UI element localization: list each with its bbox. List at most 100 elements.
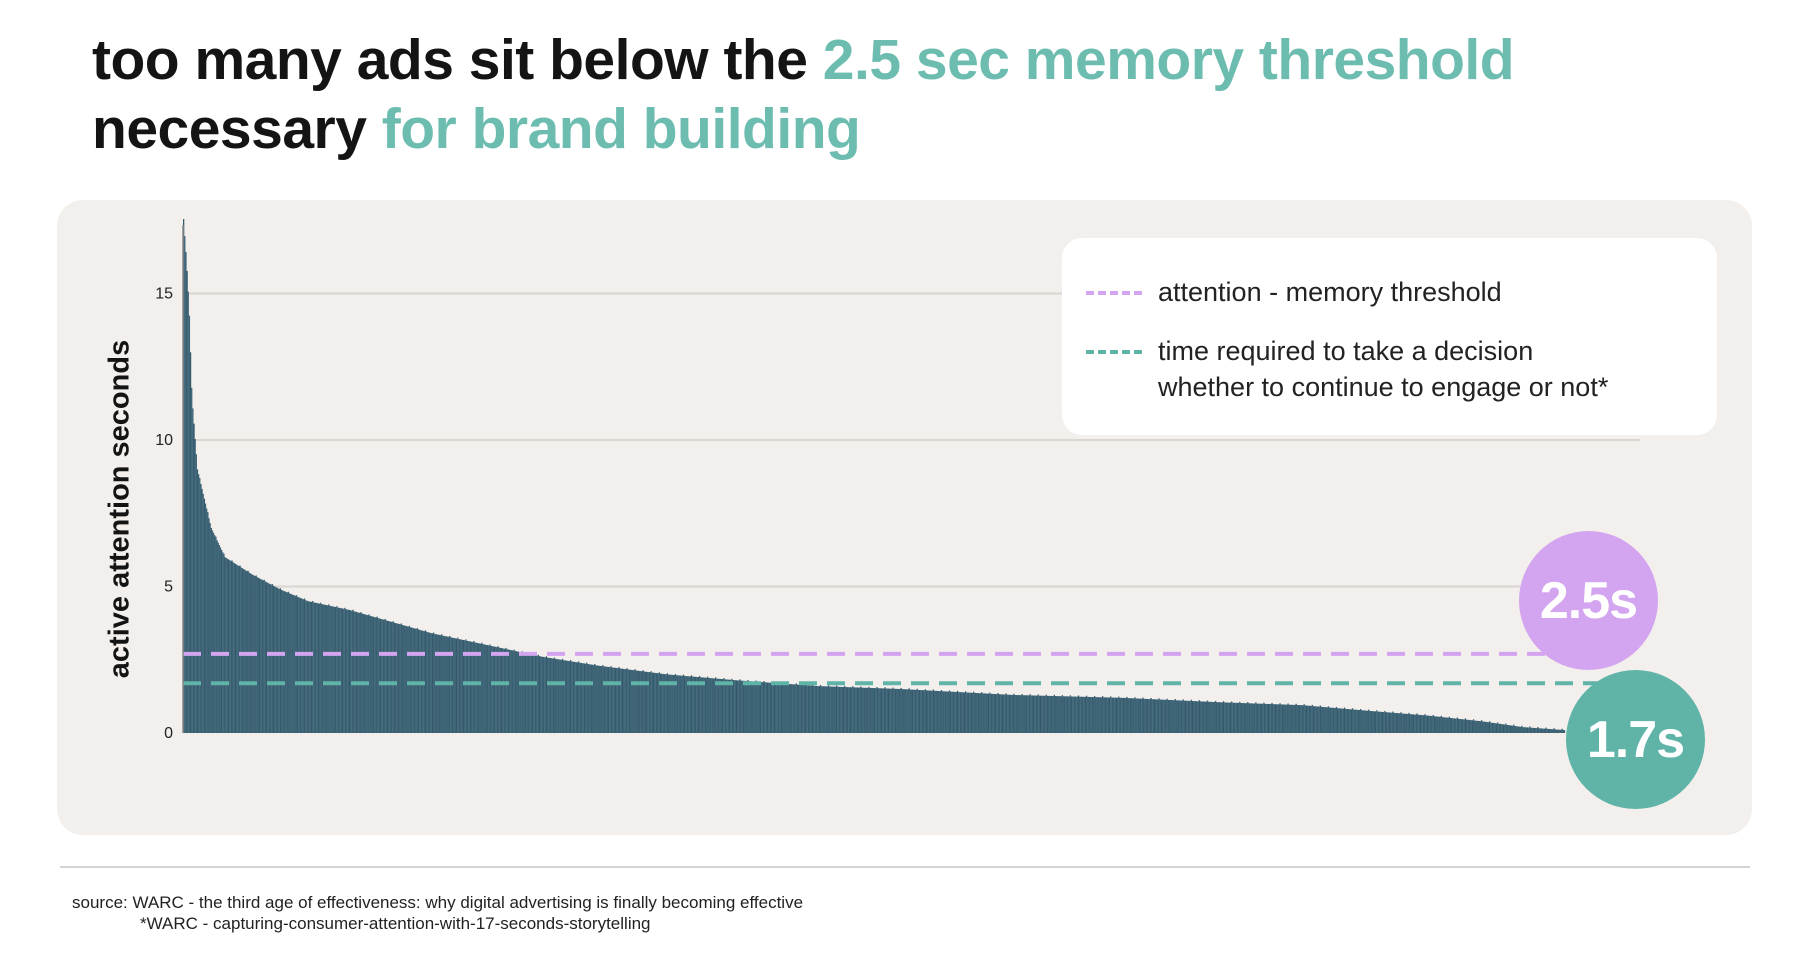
bar bbox=[591, 664, 594, 733]
bar bbox=[340, 608, 343, 733]
bar bbox=[335, 607, 337, 733]
bar bbox=[1153, 699, 1156, 733]
bar bbox=[234, 563, 237, 733]
bar bbox=[1510, 725, 1513, 733]
footer-divider bbox=[60, 866, 1750, 868]
bar bbox=[824, 686, 826, 733]
bar bbox=[1197, 701, 1199, 733]
bar bbox=[659, 673, 662, 733]
bar bbox=[734, 680, 736, 733]
bar bbox=[1103, 697, 1105, 733]
bar bbox=[882, 688, 884, 733]
bar bbox=[1097, 697, 1099, 733]
bar bbox=[926, 690, 929, 733]
bar bbox=[1459, 718, 1461, 733]
source-note: source: WARC - the third age of effectiv… bbox=[72, 892, 803, 934]
bar bbox=[1541, 728, 1544, 733]
bar bbox=[526, 653, 528, 733]
bar bbox=[1015, 695, 1017, 733]
bar bbox=[1411, 714, 1414, 733]
bar bbox=[1008, 694, 1011, 733]
bar bbox=[1538, 728, 1540, 733]
bar bbox=[1187, 700, 1189, 733]
bar bbox=[1406, 713, 1408, 733]
bar bbox=[870, 687, 872, 733]
bar bbox=[197, 474, 200, 733]
bar bbox=[1083, 696, 1085, 733]
bar bbox=[642, 670, 644, 733]
bar bbox=[512, 650, 514, 733]
bar bbox=[572, 661, 574, 733]
bar bbox=[1426, 715, 1429, 733]
bar bbox=[264, 581, 267, 733]
bar bbox=[313, 602, 315, 733]
bar bbox=[932, 689, 935, 733]
bar bbox=[261, 579, 263, 733]
bar bbox=[817, 686, 819, 733]
bar bbox=[280, 589, 283, 733]
bar bbox=[619, 668, 621, 733]
bar bbox=[901, 689, 903, 733]
bar bbox=[1259, 703, 1262, 733]
bar bbox=[1255, 702, 1257, 733]
bar bbox=[1543, 728, 1545, 733]
bar bbox=[958, 692, 960, 733]
bar bbox=[1370, 711, 1372, 733]
bar bbox=[282, 590, 284, 733]
bar bbox=[1239, 701, 1241, 733]
bar bbox=[838, 686, 840, 733]
bar bbox=[285, 591, 287, 733]
bar bbox=[1106, 697, 1108, 733]
bar bbox=[991, 693, 993, 733]
bar bbox=[770, 682, 772, 733]
bar bbox=[470, 641, 473, 733]
bar bbox=[519, 652, 521, 733]
bar bbox=[654, 672, 656, 733]
bar bbox=[1214, 700, 1217, 733]
bar bbox=[399, 624, 401, 733]
bar bbox=[1068, 696, 1070, 733]
bar bbox=[978, 693, 981, 733]
bar bbox=[652, 672, 655, 733]
bar bbox=[1047, 695, 1050, 733]
bar bbox=[803, 683, 806, 733]
bar bbox=[492, 646, 495, 733]
bar bbox=[481, 642, 483, 733]
bar bbox=[611, 667, 613, 733]
bar bbox=[291, 594, 293, 733]
bar bbox=[1429, 715, 1431, 733]
bar bbox=[1270, 704, 1272, 733]
bar bbox=[375, 617, 377, 733]
bar bbox=[1331, 707, 1333, 733]
bar bbox=[931, 690, 933, 733]
bar bbox=[811, 684, 814, 733]
bar bbox=[1480, 720, 1483, 733]
bar bbox=[389, 621, 391, 733]
bar bbox=[212, 532, 215, 733]
bar bbox=[641, 671, 643, 733]
bar bbox=[1484, 721, 1486, 733]
bar bbox=[1069, 695, 1072, 733]
bar bbox=[941, 691, 944, 733]
bar bbox=[1482, 721, 1484, 733]
bar bbox=[1167, 699, 1169, 733]
bar bbox=[1313, 706, 1316, 733]
bar bbox=[741, 680, 743, 733]
bar bbox=[791, 684, 793, 733]
bar bbox=[1128, 698, 1130, 733]
bar bbox=[411, 627, 413, 733]
bar bbox=[727, 679, 730, 733]
bar bbox=[1000, 694, 1002, 733]
bar bbox=[859, 687, 861, 733]
bar bbox=[886, 688, 888, 733]
bar bbox=[974, 692, 976, 733]
bar bbox=[1148, 699, 1150, 733]
bar bbox=[1242, 703, 1244, 733]
bar bbox=[756, 681, 758, 733]
bar bbox=[404, 625, 406, 733]
bar bbox=[552, 658, 554, 733]
bar bbox=[997, 692, 999, 733]
bar bbox=[483, 644, 485, 733]
bar bbox=[567, 660, 569, 733]
bar bbox=[910, 689, 913, 733]
